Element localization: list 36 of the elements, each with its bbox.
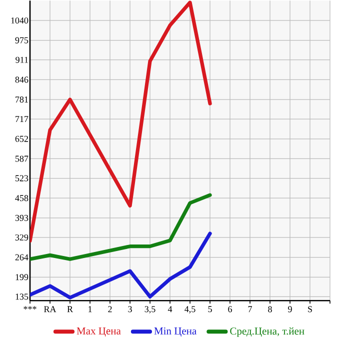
y-tick-label: 911 <box>16 56 28 63</box>
y-tick-label: 199 <box>16 274 28 280</box>
y-tick-label: 717 <box>16 116 28 122</box>
y-tick-label: 329 <box>15 234 28 240</box>
x-tick-label: 5 <box>208 306 212 312</box>
legend-label: Min Цена <box>154 327 196 337</box>
x-tick-label: 4,5 <box>184 306 196 314</box>
x-tick-label: *** <box>24 306 36 310</box>
y-tick-label: 458 <box>15 195 28 202</box>
y-tick-label: 652 <box>15 136 28 142</box>
x-tick-label: 2 <box>108 306 112 312</box>
y-tick-label: 264 <box>15 254 28 260</box>
x-tick-label: 4 <box>168 306 172 312</box>
y-tick-label: 975 <box>15 37 28 44</box>
x-tick-label: 9 <box>288 306 292 312</box>
line-series <box>30 193 212 261</box>
legend-label: Max Цена <box>76 327 121 337</box>
x-tick-label: 1 <box>88 306 92 312</box>
y-tick-label: 846 <box>15 76 28 83</box>
x-tick-label: RA <box>44 306 56 312</box>
line-series <box>30 0 212 243</box>
x-tick-label: 8 <box>268 306 272 312</box>
x-tick-label: R <box>67 306 73 312</box>
y-tick-label: 393 <box>15 214 28 221</box>
x-tick-label: 3,5 <box>144 306 156 314</box>
x-tick-label: 7 <box>248 306 252 312</box>
x-tick-label: S <box>308 306 312 312</box>
y-tick-label: 781 <box>16 96 28 103</box>
x-tick-label: 6 <box>228 306 232 312</box>
y-tick-label: 523 <box>15 175 28 182</box>
x-tick-label: 3 <box>128 306 132 312</box>
y-tick-label: 1040 <box>11 17 28 24</box>
y-tick-label: 587 <box>15 156 28 162</box>
legend-label: Сред.Цена, т.йен <box>230 327 304 337</box>
line-series <box>30 232 212 300</box>
y-tick-label: 135 <box>16 294 28 300</box>
